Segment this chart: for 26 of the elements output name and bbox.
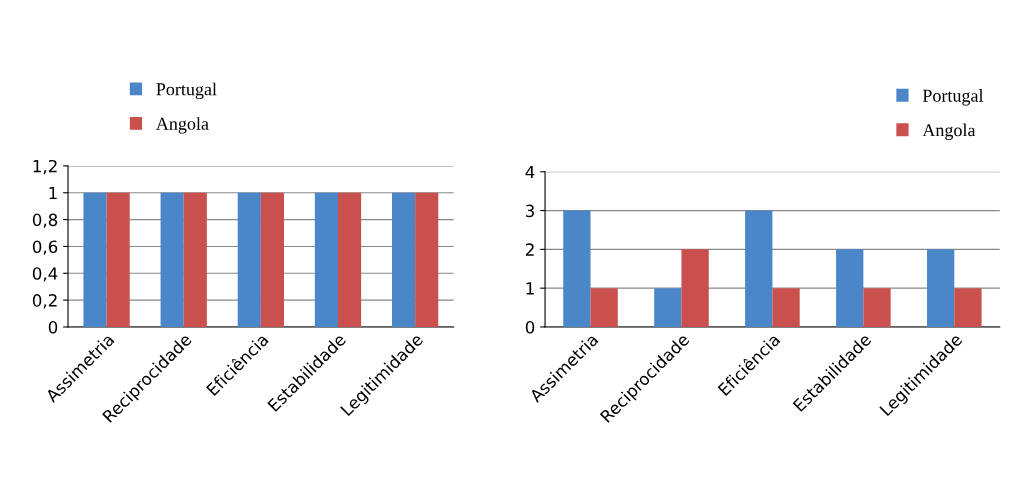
bar [836, 249, 864, 327]
bar [563, 210, 591, 327]
y-tick-label: 1,2 [33, 159, 57, 175]
y-tick-label: 0 [48, 320, 58, 334]
bar [863, 288, 891, 327]
y-tick-label: 3 [526, 204, 534, 218]
y-tick-label: 4 [525, 165, 535, 179]
bar [590, 288, 618, 327]
bar [772, 288, 800, 327]
bar [927, 249, 955, 327]
y-tick-label: 1 [526, 282, 534, 295]
bar [654, 288, 682, 327]
y-tick-label: 0 [525, 320, 535, 334]
y-tick-label: 0,6 [32, 240, 58, 255]
legend-label: Portugal [156, 82, 217, 100]
y-tick-label: 0,8 [32, 213, 58, 228]
y-tick-label: 0,4 [32, 267, 58, 282]
bar [681, 249, 709, 327]
y-tick-label: 2 [525, 243, 534, 256]
bar [954, 288, 982, 327]
legend-label: Angola [922, 123, 976, 141]
bar [745, 210, 773, 327]
y-tick-label: 0,2 [32, 294, 57, 309]
legend-label: Portugal [922, 89, 984, 106]
legend-label: Angola [155, 117, 209, 134]
y-tick-label: 1 [49, 186, 57, 200]
